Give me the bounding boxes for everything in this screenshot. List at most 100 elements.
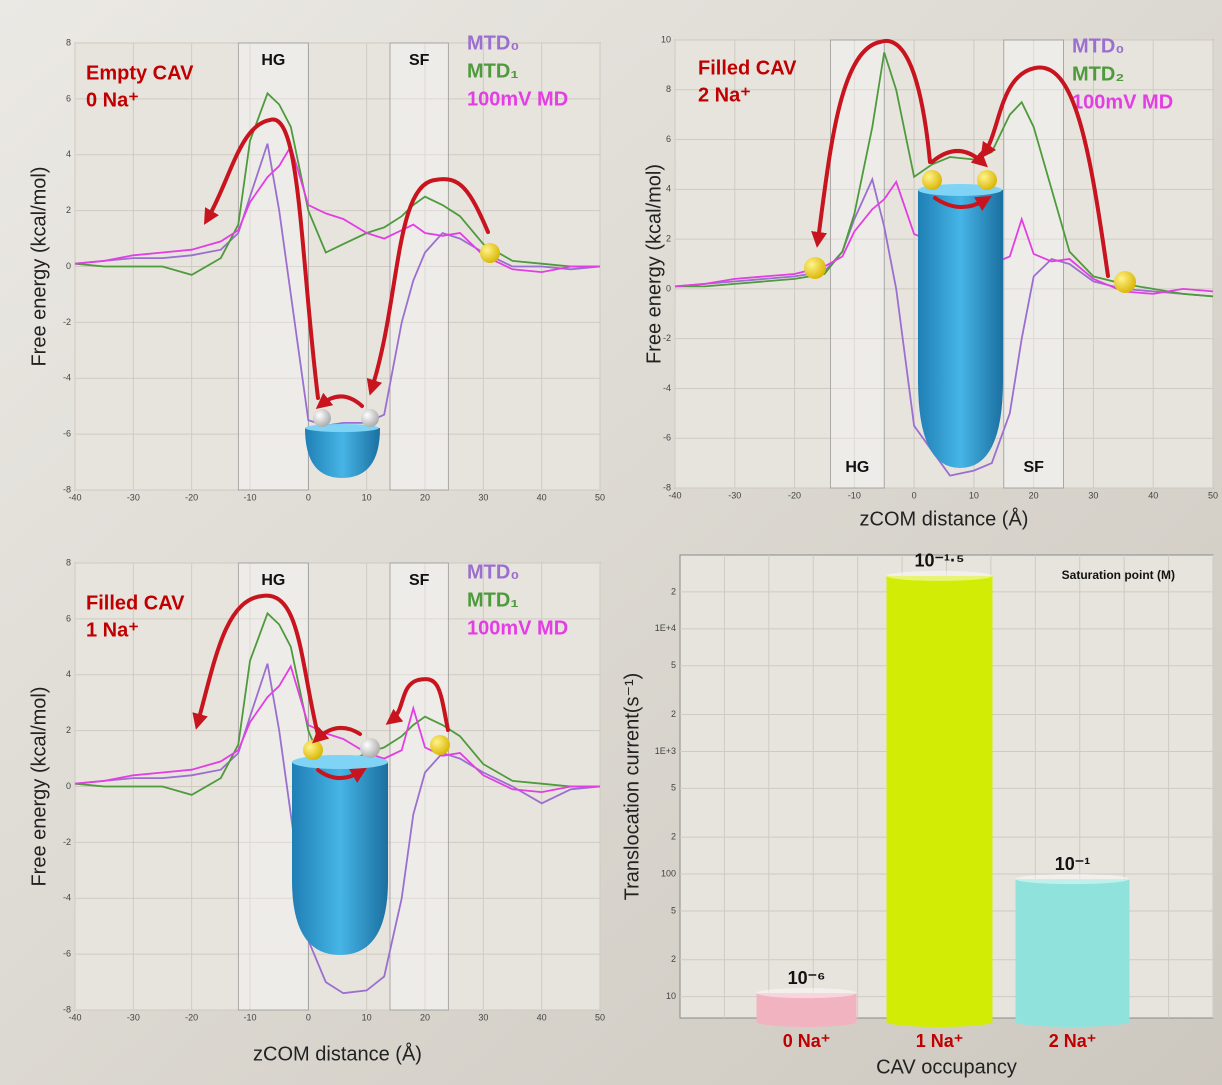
x-tick-label: 0 bbox=[306, 492, 311, 502]
y-tick-label: 6 bbox=[66, 93, 71, 103]
ion bbox=[922, 170, 942, 190]
x-tick-label: 50 bbox=[1208, 490, 1218, 500]
y-tick-label: -4 bbox=[663, 383, 671, 393]
legend-entry: 100mV MD bbox=[467, 88, 568, 110]
annotation: 1 Na⁺ bbox=[86, 619, 139, 641]
bar-base bbox=[1016, 1017, 1130, 1027]
region-label: HG bbox=[845, 459, 869, 476]
annotation: 2 Na⁺ bbox=[698, 84, 751, 106]
x-tick-label: -30 bbox=[728, 490, 741, 500]
region-label: HG bbox=[261, 572, 285, 589]
y-tick-label: 8 bbox=[66, 557, 71, 567]
annotation: 0 Na⁺ bbox=[86, 89, 139, 111]
x-tick-label: -10 bbox=[243, 492, 256, 502]
x-tick-label: 10 bbox=[362, 1012, 372, 1022]
y-tick-label: 2 bbox=[66, 725, 71, 735]
y-tick-label: -4 bbox=[63, 893, 71, 903]
x-tick-label: 2 Na⁺ bbox=[1049, 1031, 1097, 1051]
y-tick-label: 2 bbox=[66, 205, 71, 215]
region bbox=[390, 563, 448, 1010]
figure: -8-6-4-202468Free energy (kcal/mol)-40-3… bbox=[0, 0, 1222, 1085]
ion bbox=[430, 735, 450, 755]
ion bbox=[303, 740, 323, 760]
y-axis-label: Translocation current(s⁻¹) bbox=[621, 673, 643, 901]
x-tick-label: -40 bbox=[668, 490, 681, 500]
annotation: Filled CAV bbox=[698, 57, 797, 79]
y-tick-label: -2 bbox=[63, 317, 71, 327]
x-tick-label: 40 bbox=[537, 1012, 547, 1022]
ion bbox=[1114, 271, 1136, 293]
y-tick-label: 2 bbox=[666, 233, 671, 243]
y-tick-label: 4 bbox=[66, 669, 71, 679]
x-tick-label: 0 bbox=[912, 490, 917, 500]
x-tick-label: 50 bbox=[595, 492, 605, 502]
x-axis-label: zCOM distance (Å) bbox=[253, 1042, 422, 1065]
legend-entry: 100mV MD bbox=[467, 617, 568, 639]
y-tick-label: 4 bbox=[666, 184, 671, 194]
x-tick-label: 40 bbox=[537, 492, 547, 502]
bar bbox=[1016, 879, 1130, 1022]
region-label: HG bbox=[261, 52, 285, 69]
y-axis-label: Free energy (kcal/mol) bbox=[28, 166, 50, 366]
legend-entry: MTD₀ bbox=[467, 32, 519, 54]
y-tick-label: 0 bbox=[666, 283, 671, 293]
x-tick-label: 0 bbox=[306, 1012, 311, 1022]
bar-annotation: 10⁻¹·⁵ bbox=[915, 551, 965, 571]
x-tick-label: 0 Na⁺ bbox=[783, 1031, 831, 1051]
y-tick-label: 5 bbox=[671, 660, 676, 670]
legend-entry: MTD₁ bbox=[467, 60, 519, 82]
x-axis-label: zCOM distance (Å) bbox=[860, 507, 1029, 530]
y-tick-label: -6 bbox=[663, 433, 671, 443]
y-tick-label: 0 bbox=[66, 781, 71, 791]
ion bbox=[360, 738, 380, 758]
cavity bbox=[918, 190, 1003, 468]
cavity bbox=[292, 762, 388, 955]
annotation: Empty CAV bbox=[86, 62, 194, 84]
annotation: Filled CAV bbox=[86, 592, 185, 614]
x-tick-label: 30 bbox=[478, 1012, 488, 1022]
legend-entry: MTD₂ bbox=[1072, 63, 1124, 85]
x-tick-label: -20 bbox=[185, 1012, 198, 1022]
legend-entry: 100mV MD bbox=[1072, 91, 1173, 113]
bar-annotation: 10⁻¹ bbox=[1055, 854, 1091, 874]
y-tick-label: 2 bbox=[671, 954, 676, 964]
x-tick-label: -20 bbox=[185, 492, 198, 502]
y-tick-label: 10 bbox=[661, 34, 671, 44]
x-tick-label: 20 bbox=[420, 492, 430, 502]
y-tick-label: 0 bbox=[66, 261, 71, 271]
legend-entry: MTD₀ bbox=[1072, 35, 1124, 57]
y-tick-label: 100 bbox=[661, 868, 676, 878]
x-axis-label: CAV occupancy bbox=[876, 1056, 1017, 1078]
ion bbox=[361, 409, 379, 427]
x-tick-label: -30 bbox=[127, 492, 140, 502]
x-tick-label: -30 bbox=[127, 1012, 140, 1022]
bar-top bbox=[1016, 874, 1130, 884]
legend-entry: MTD₁ bbox=[467, 589, 519, 611]
x-tick-label: -10 bbox=[848, 490, 861, 500]
bar-top bbox=[887, 571, 993, 581]
y-tick-label: 2 bbox=[671, 832, 676, 842]
region bbox=[1004, 40, 1064, 488]
x-tick-label: -10 bbox=[243, 1012, 256, 1022]
bar bbox=[887, 576, 993, 1022]
legend-entry: MTD₀ bbox=[467, 561, 519, 583]
y-tick-label: 5 bbox=[671, 905, 676, 915]
y-tick-label: 1E+4 bbox=[655, 623, 676, 633]
x-tick-label: 50 bbox=[595, 1012, 605, 1022]
y-tick-label: 2 bbox=[671, 586, 676, 596]
y-tick-label: 2 bbox=[671, 709, 676, 719]
bar-base bbox=[887, 1017, 993, 1027]
y-tick-label: -4 bbox=[63, 373, 71, 383]
y-tick-label: 1E+3 bbox=[655, 746, 676, 756]
region-label: SF bbox=[409, 572, 430, 589]
y-tick-label: -2 bbox=[63, 837, 71, 847]
note: Saturation point (M) bbox=[1062, 568, 1175, 582]
x-tick-label: 1 Na⁺ bbox=[916, 1031, 964, 1051]
y-tick-label: 8 bbox=[666, 84, 671, 94]
y-tick-label: 5 bbox=[671, 783, 676, 793]
x-tick-label: 30 bbox=[478, 492, 488, 502]
x-tick-label: 40 bbox=[1148, 490, 1158, 500]
bar-base bbox=[757, 1017, 857, 1027]
y-tick-label: -6 bbox=[63, 429, 71, 439]
x-tick-label: -40 bbox=[68, 1012, 81, 1022]
